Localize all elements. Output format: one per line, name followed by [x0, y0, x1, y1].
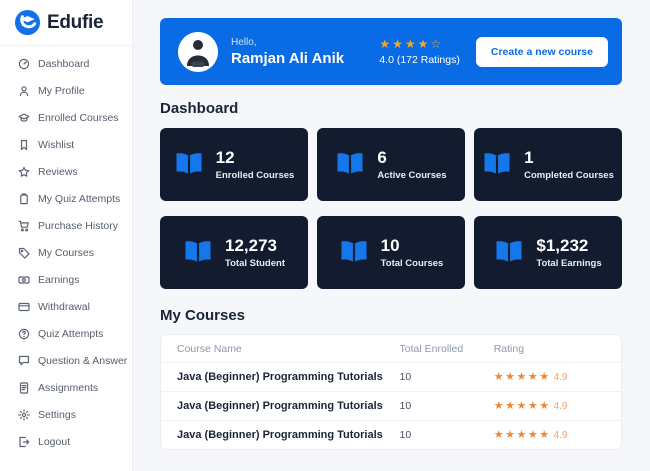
sidebar-nav: Dashboard My Profile Enrolled Courses Wi… — [0, 46, 132, 455]
greeting-block: Hello, Ramjan Ali Anik — [231, 37, 344, 67]
file-icon — [19, 381, 29, 394]
stat-card-total-earnings: $1,232 Total Earnings — [474, 216, 622, 289]
table-row: Java (Beginner) Programming Tutorials 10… — [161, 391, 621, 420]
user-icon — [19, 85, 29, 96]
stat-cards: 12 Enrolled Courses 6 Active Courses 1 Comp… — [160, 128, 622, 289]
stat-label: Completed Courses — [524, 169, 614, 181]
course-rating-value: 4.9 — [553, 400, 568, 412]
book-icon — [484, 153, 510, 175]
courses-table: Course Name Total Enrolled Rating Java (… — [160, 334, 622, 450]
course-rating-stars: ★★★★★ — [493, 428, 551, 441]
stat-value: 12 — [215, 148, 235, 168]
my-courses-heading: My Courses — [160, 307, 246, 324]
sidebar-item-reviews[interactable]: Reviews — [0, 158, 132, 185]
course-enrolled: 10 — [399, 400, 412, 412]
sidebar-item-logout[interactable]: Logout — [0, 428, 132, 455]
stat-value: 6 — [377, 148, 387, 168]
sidebar-item-quiz-attempts[interactable]: Quiz Attempts — [0, 320, 132, 347]
stat-label: Total Earnings — [536, 257, 602, 269]
banknote-icon — [18, 275, 30, 284]
column-total-enrolled: Total Enrolled — [399, 342, 464, 355]
stat-value: 1 — [524, 148, 534, 168]
sidebar-item-dashboard[interactable]: Dashboard — [0, 50, 132, 77]
cart-icon — [18, 220, 29, 232]
graduation-cap-icon — [18, 113, 30, 122]
question-circle-icon — [18, 328, 30, 339]
rating-stars: ★★★★☆ — [379, 36, 444, 51]
book-icon — [341, 241, 367, 263]
book-icon — [496, 241, 522, 263]
avatar — [178, 31, 218, 72]
course-rating-value: 4.9 — [553, 371, 568, 383]
credit-card-icon — [18, 302, 30, 311]
sidebar-item-enrolled-courses[interactable]: Enrolled Courses — [0, 104, 132, 131]
sidebar-item-purchase-history[interactable]: Purchase History — [0, 212, 132, 239]
course-name: Java (Beginner) Programming Tutorials — [177, 400, 383, 412]
sidebar-item-earnings[interactable]: Earnings — [0, 266, 132, 293]
stat-card-total-student: 12,273 Total Student — [160, 216, 308, 289]
course-enrolled: 10 — [399, 429, 412, 441]
sidebar-item-wishlist[interactable]: Wishlist — [0, 131, 132, 158]
stat-label: Active Courses — [377, 169, 447, 181]
dashboard-heading: Dashboard — [160, 100, 239, 117]
dashboard-icon — [18, 58, 30, 69]
edufie-logo-icon — [14, 9, 41, 36]
course-rating-stars: ★★★★★ — [493, 370, 551, 383]
sidebar: Edufie Dashboard My Profile Enrolled Cou… — [0, 0, 133, 471]
column-rating: Rating — [493, 342, 525, 355]
user-name: Ramjan Ali Anik — [231, 49, 345, 67]
book-icon — [185, 241, 211, 263]
bookmark-icon — [20, 139, 28, 150]
app-title: Edufie — [47, 11, 104, 33]
stat-value: $1,232 — [536, 236, 589, 256]
course-name: Java (Beginner) Programming Tutorials — [177, 429, 383, 441]
sidebar-item-assignments[interactable]: Assignments — [0, 374, 132, 401]
course-enrolled: 10 — [399, 371, 412, 383]
main-content: Hello, Ramjan Ali Anik ★★★★☆ 4.0 (172 Ra… — [133, 0, 650, 471]
sidebar-item-withdrawal[interactable]: Withdrawal — [0, 293, 132, 320]
book-icon — [176, 153, 202, 175]
course-name: Java (Beginner) Programming Tutorials — [177, 371, 383, 383]
create-new-course-button[interactable]: Create a new course — [475, 36, 608, 67]
sidebar-item-my-courses[interactable]: My Courses — [0, 239, 132, 266]
stat-value: 10 — [380, 236, 400, 256]
book-icon — [337, 153, 363, 175]
table-row: Java (Beginner) Programming Tutorials 10… — [161, 420, 621, 449]
app-logo[interactable]: Edufie — [0, 0, 132, 46]
greeting-text: Hello, — [231, 36, 257, 48]
stat-card-active-courses: 6 Active Courses — [317, 128, 465, 201]
sidebar-item-my-quiz-attempts[interactable]: My Quiz Attempts — [0, 185, 132, 212]
star-icon — [18, 166, 30, 177]
stat-label: Total Courses — [380, 257, 444, 269]
tag-icon — [18, 247, 30, 259]
stat-card-total-courses: 10 Total Courses — [317, 216, 465, 289]
table-row: Java (Beginner) Programming Tutorials 10… — [161, 362, 621, 391]
column-course-name: Course Name — [177, 342, 242, 355]
sidebar-item-question-answer[interactable]: Question & Answer — [0, 347, 132, 374]
stat-value: 12,273 — [225, 236, 277, 256]
clipboard-icon — [20, 192, 28, 204]
user-banner: Hello, Ramjan Ali Anik ★★★★☆ 4.0 (172 Ra… — [160, 18, 622, 85]
course-rating-stars: ★★★★★ — [493, 399, 551, 412]
chat-bubble-icon — [18, 355, 30, 365]
stat-card-completed-courses: 1 Completed Courses — [474, 128, 622, 201]
sidebar-item-settings[interactable]: Settings — [0, 401, 132, 428]
table-header-row: Course Name Total Enrolled Rating — [161, 335, 621, 362]
stat-label: Total Student — [225, 257, 285, 269]
rating-text: 4.0 (172 Ratings) — [379, 53, 460, 66]
logout-icon — [19, 436, 30, 447]
stat-card-enrolled-courses: 12 Enrolled Courses — [160, 128, 308, 201]
course-rating-value: 4.9 — [553, 429, 568, 441]
instructor-rating: ★★★★☆ 4.0 (172 Ratings) — [379, 38, 460, 66]
sidebar-item-my-profile[interactable]: My Profile — [0, 77, 132, 104]
stat-label: Enrolled Courses — [215, 169, 295, 181]
gear-icon — [18, 408, 30, 421]
